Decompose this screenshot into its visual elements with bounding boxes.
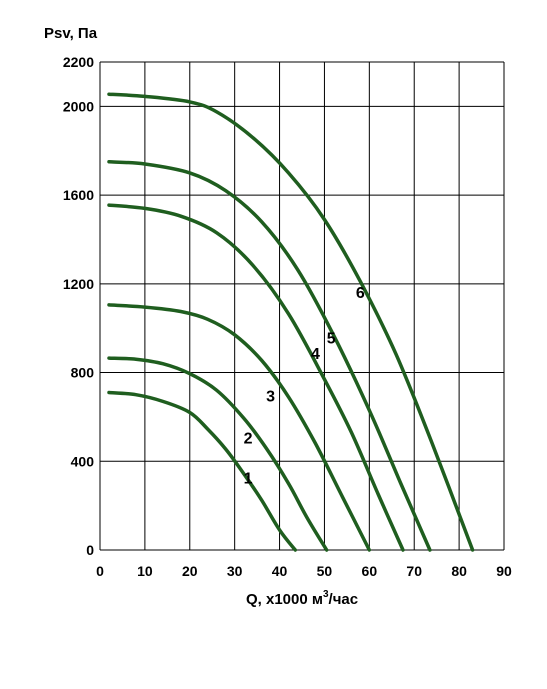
y-tick-label: 1600 [63, 187, 94, 203]
x-axis-title: Q, x1000 м3/час [246, 589, 358, 608]
x-tick-label: 50 [317, 563, 333, 579]
y-tick-label: 0 [86, 542, 94, 558]
y-axis-ticks: 0 400 800 1200 1600 2000 2200 [63, 54, 94, 558]
curve-5 [107, 160, 432, 552]
x-tick-label: 60 [362, 563, 378, 579]
curve-4 [107, 203, 405, 552]
curve-3 [107, 303, 372, 552]
y-tick-label: 2000 [63, 98, 94, 114]
curve-label-6: 6 [356, 285, 365, 302]
curve-label-2: 2 [244, 431, 253, 448]
y-tick-label: 2200 [63, 54, 94, 70]
x-axis-ticks: 0 10 20 30 40 50 60 70 80 90 [96, 563, 512, 579]
x-tick-label: 0 [96, 563, 104, 579]
x-tick-label: 40 [272, 563, 288, 579]
curve-label-1: 1 [244, 470, 253, 487]
x-tick-label: 20 [182, 563, 198, 579]
y-axis-title: Psv, Па [44, 25, 98, 42]
curve-1 [107, 390, 298, 552]
x-axis-title-main: Q, x1000 м [246, 591, 323, 608]
curve-label-4: 4 [311, 346, 320, 363]
curves [107, 92, 475, 552]
y-tick-label: 1200 [63, 276, 94, 292]
y-tick-label: 800 [71, 365, 95, 381]
grid [99, 61, 505, 551]
x-tick-label: 90 [496, 563, 512, 579]
curve-label-5: 5 [327, 331, 336, 348]
curve-labels: 1 2 3 45 6 [244, 285, 365, 487]
curve-label-3: 3 [266, 388, 275, 405]
x-tick-label: 80 [451, 563, 467, 579]
x-axis-title-sup: 3 [323, 589, 329, 600]
x-tick-label: 10 [137, 563, 153, 579]
x-tick-label: 70 [406, 563, 422, 579]
curve-6 [107, 92, 475, 552]
x-axis-title-tail: /час [329, 591, 359, 608]
x-tick-label: 30 [227, 563, 243, 579]
curve-2 [107, 356, 329, 552]
y-tick-label: 400 [71, 453, 95, 469]
